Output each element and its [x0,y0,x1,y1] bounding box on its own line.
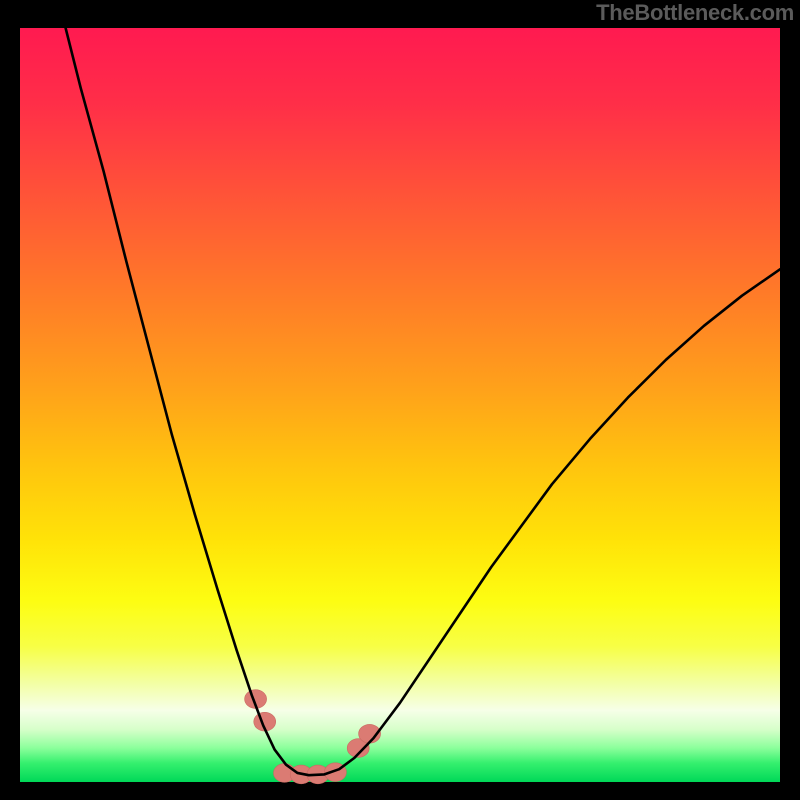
chart-container: TheBottleneck.com [0,0,800,800]
watermark-text: TheBottleneck.com [596,0,794,26]
plot-background [20,28,780,782]
chart-svg [0,0,800,800]
